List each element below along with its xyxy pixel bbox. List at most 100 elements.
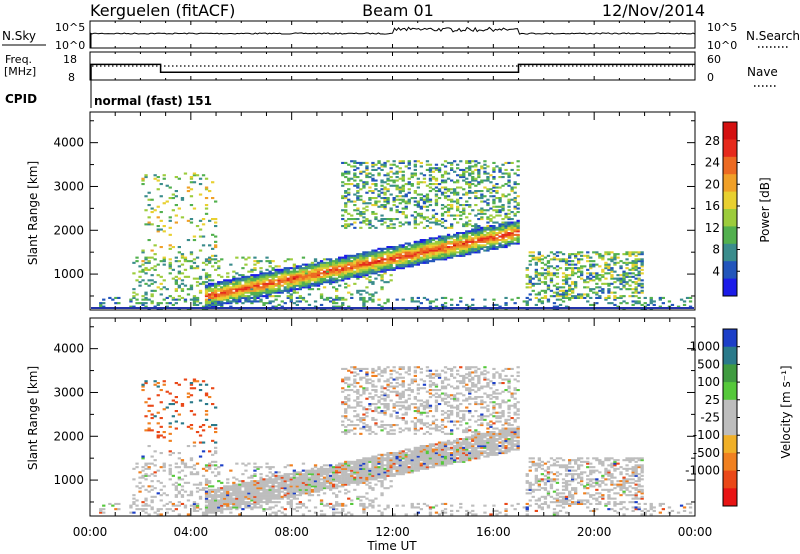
power-cell bbox=[601, 289, 605, 292]
power-cell bbox=[507, 221, 511, 224]
velocity-cell bbox=[319, 502, 324, 505]
power-cell bbox=[347, 254, 351, 257]
velocity-cell bbox=[244, 469, 248, 472]
velocity-cell bbox=[371, 462, 375, 465]
velocity-cell bbox=[319, 473, 324, 476]
velocity-cell bbox=[304, 485, 309, 488]
power-cell bbox=[386, 200, 390, 203]
power-cell bbox=[407, 188, 411, 191]
power-cell bbox=[180, 263, 185, 266]
power-cell bbox=[401, 200, 405, 203]
power-cell bbox=[398, 263, 402, 266]
power-cell bbox=[344, 205, 348, 208]
power-cell bbox=[362, 216, 366, 219]
power-cell bbox=[341, 256, 345, 259]
velocity-cell bbox=[335, 464, 339, 467]
velocity-cell bbox=[262, 481, 266, 484]
velocity-cell bbox=[295, 485, 299, 488]
velocity-cell bbox=[347, 429, 351, 432]
power-cell bbox=[598, 286, 602, 289]
power-cell bbox=[265, 295, 269, 298]
power-cell bbox=[280, 274, 284, 277]
power-cell bbox=[256, 291, 260, 294]
power-cell bbox=[341, 225, 345, 228]
power-cell bbox=[135, 279, 139, 282]
power-cell bbox=[474, 232, 478, 235]
power-cell bbox=[289, 293, 293, 296]
power-cell bbox=[350, 267, 354, 270]
velocity-cell bbox=[392, 385, 396, 388]
velocity-cell bbox=[359, 464, 363, 467]
power-cell bbox=[477, 251, 481, 254]
power-cell bbox=[304, 275, 309, 278]
power-cell bbox=[232, 293, 236, 296]
power-cell bbox=[486, 188, 490, 191]
power-cell bbox=[383, 188, 387, 191]
velocity-cell bbox=[186, 513, 191, 516]
power-cell bbox=[135, 298, 139, 301]
power-cell bbox=[250, 289, 254, 292]
power-cell bbox=[159, 183, 163, 186]
velocity-cell bbox=[265, 495, 269, 498]
power-cell bbox=[410, 174, 414, 177]
power-cell bbox=[144, 223, 148, 226]
velocity-cell bbox=[256, 467, 260, 470]
power-cell bbox=[319, 279, 324, 282]
power-cell bbox=[480, 212, 484, 215]
power-cell bbox=[189, 188, 194, 191]
power-cell bbox=[204, 212, 209, 215]
power-cell bbox=[335, 298, 339, 301]
power-cell bbox=[380, 256, 384, 259]
velocity-cell bbox=[147, 410, 151, 413]
velocity-cell bbox=[174, 396, 178, 399]
power-cell bbox=[329, 274, 333, 277]
velocity-cell bbox=[232, 485, 236, 488]
power-cell bbox=[416, 258, 420, 261]
power-cell bbox=[431, 258, 436, 261]
power-cell bbox=[365, 267, 369, 270]
power-cell bbox=[492, 242, 496, 245]
power-cell bbox=[564, 291, 569, 294]
power-cell bbox=[419, 258, 423, 261]
power-cell bbox=[389, 260, 393, 263]
power-cell bbox=[631, 295, 635, 298]
power-cell bbox=[250, 275, 254, 278]
power-cell bbox=[471, 246, 475, 249]
power-cell bbox=[350, 254, 354, 257]
velocity-cell bbox=[262, 497, 266, 500]
velocity-cell bbox=[380, 469, 384, 472]
power-cell bbox=[510, 235, 514, 238]
power-cell bbox=[634, 263, 638, 266]
power-cell bbox=[413, 216, 417, 219]
power-cell bbox=[256, 275, 260, 278]
power-cell bbox=[353, 260, 357, 263]
power-cell bbox=[353, 179, 357, 182]
velocity-cell bbox=[344, 488, 348, 491]
power-cell bbox=[310, 275, 315, 278]
freq-label-line2: [MHz] bbox=[4, 65, 36, 78]
velocity-cell bbox=[362, 422, 366, 425]
velocity-cell bbox=[295, 480, 299, 483]
power-cell bbox=[356, 195, 360, 198]
velocity-cell bbox=[383, 411, 387, 414]
nave-label: Nave bbox=[747, 65, 778, 79]
power-cell bbox=[307, 293, 312, 296]
velocity-cell bbox=[344, 462, 348, 465]
velocity-cell bbox=[247, 492, 251, 495]
power-cell bbox=[313, 258, 318, 261]
power-cell bbox=[377, 161, 381, 164]
velocity-cell bbox=[168, 432, 172, 435]
power-cell bbox=[513, 186, 517, 189]
power-cell bbox=[422, 216, 427, 219]
power-cell bbox=[368, 253, 372, 256]
velocity-cell bbox=[392, 455, 396, 458]
power-cell bbox=[223, 286, 227, 289]
power-cell bbox=[214, 244, 218, 247]
velocity-cell bbox=[383, 457, 387, 460]
power-cell bbox=[555, 293, 560, 296]
velocity-cell bbox=[235, 499, 239, 502]
power-cell bbox=[220, 298, 224, 301]
velocity-cell bbox=[277, 501, 281, 504]
power-cell bbox=[283, 302, 287, 305]
velocity-cell bbox=[386, 424, 390, 427]
